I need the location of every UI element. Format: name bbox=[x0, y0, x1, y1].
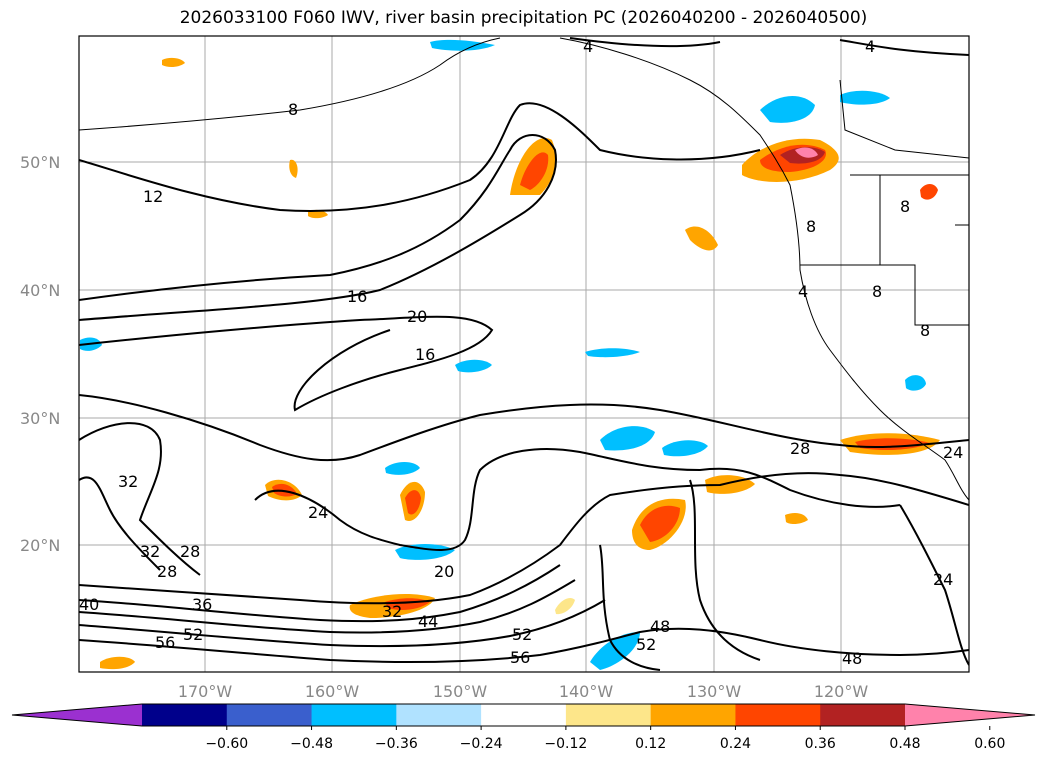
contour-label: 32 bbox=[118, 472, 138, 491]
coastlines bbox=[79, 37, 969, 501]
colorbar-segment bbox=[142, 704, 228, 726]
contour-label: 28 bbox=[157, 562, 177, 581]
map-frame bbox=[78, 35, 970, 673]
contour-label: 4 bbox=[865, 37, 875, 56]
contour-label: 4 bbox=[798, 282, 808, 301]
contour-label: 16 bbox=[415, 345, 435, 364]
contour-label: 12 bbox=[143, 187, 163, 206]
contour-label: 56 bbox=[155, 633, 175, 652]
contour-label: 48 bbox=[842, 649, 862, 668]
lon-label: 130°W bbox=[687, 682, 742, 701]
contour-label: 8 bbox=[288, 100, 298, 119]
colorbar-outline bbox=[11, 703, 1036, 727]
contour-label: 52 bbox=[636, 635, 656, 654]
colorbar-tick-label: 0.48 bbox=[889, 736, 920, 752]
contour-label: 8 bbox=[920, 321, 930, 340]
contour-label: 8 bbox=[900, 197, 910, 216]
contour-label-group: 4 4 4 8 8 8 8 8 12 16 16 20 20 24 24 24 … bbox=[79, 37, 963, 668]
contour-label: 28 bbox=[790, 439, 810, 458]
lon-label: 140°W bbox=[559, 682, 614, 701]
colorbar-tick-label: −0.24 bbox=[460, 736, 503, 752]
colorbar-tick-label: 0.12 bbox=[635, 736, 666, 752]
lon-label: 170°W bbox=[178, 682, 233, 701]
contour-label: 52 bbox=[512, 625, 532, 644]
contour-label: 16 bbox=[347, 287, 367, 306]
contour-label: 8 bbox=[872, 282, 882, 301]
chart-title: 2026033100 F060 IWV, river basin precipi… bbox=[179, 8, 868, 28]
colorbar-extend-high bbox=[905, 704, 1035, 726]
lat-label: 20°N bbox=[20, 536, 60, 555]
iwv-contours bbox=[79, 37, 969, 671]
colorbar-segment bbox=[481, 704, 567, 726]
lat-label: 30°N bbox=[20, 409, 60, 428]
contour-label: 8 bbox=[806, 217, 816, 236]
colorbar-segment bbox=[650, 704, 736, 726]
contour-label: 28 bbox=[180, 542, 200, 561]
contour-label: 56 bbox=[510, 648, 530, 667]
colorbar-segment bbox=[311, 704, 397, 726]
contour-label: 36 bbox=[192, 595, 212, 614]
contour-label: 32 bbox=[382, 602, 402, 621]
lat-label: 40°N bbox=[20, 281, 60, 300]
longitude-labels: 170°W 160°W 150°W 140°W 130°W 120°W bbox=[178, 682, 869, 701]
contour-label: 32 bbox=[140, 542, 160, 561]
contour-label: 52 bbox=[183, 625, 203, 644]
colorbar-tick-label: 0.36 bbox=[805, 736, 836, 752]
contour-label: 48 bbox=[650, 617, 670, 636]
contour-label: 24 bbox=[943, 443, 963, 462]
contour-label: 20 bbox=[434, 562, 454, 581]
colorbar-segment bbox=[226, 704, 313, 726]
contour-label: 40 bbox=[79, 595, 99, 614]
lat-label: 50°N bbox=[20, 153, 60, 172]
colorbar-segment bbox=[565, 704, 652, 726]
colorbar-tick-label: −0.12 bbox=[544, 736, 587, 752]
lon-label: 120°W bbox=[814, 682, 869, 701]
contour-label: 44 bbox=[418, 612, 438, 631]
contour-label: 24 bbox=[933, 570, 953, 589]
colorbar-segment bbox=[396, 704, 482, 726]
contour-label: 4 bbox=[583, 37, 593, 56]
lon-label: 160°W bbox=[305, 682, 360, 701]
colorbar-extend-low bbox=[12, 704, 142, 726]
colorbar-tick-label: 0.24 bbox=[720, 736, 751, 752]
contour-label: 20 bbox=[407, 307, 427, 326]
colorbar-tick-label: −0.48 bbox=[290, 736, 333, 752]
colorbar-segment bbox=[820, 704, 906, 726]
contour-label: 24 bbox=[308, 503, 328, 522]
latitude-labels: 50°N 40°N 30°N 20°N bbox=[20, 153, 60, 555]
colorbar-tick-label: 0.60 bbox=[974, 736, 1005, 752]
lon-label: 150°W bbox=[433, 682, 488, 701]
colorbar-segment bbox=[735, 704, 821, 726]
map-panel bbox=[79, 36, 969, 672]
colorbar: −0.60 −0.48 −0.36 −0.24 −0.12 0.12 0.24 0.36 0.4… bbox=[11, 703, 1036, 752]
precip-shading bbox=[80, 39, 940, 670]
colorbar-tick-label: −0.60 bbox=[205, 736, 248, 752]
colorbar-tick-label: −0.36 bbox=[375, 736, 418, 752]
